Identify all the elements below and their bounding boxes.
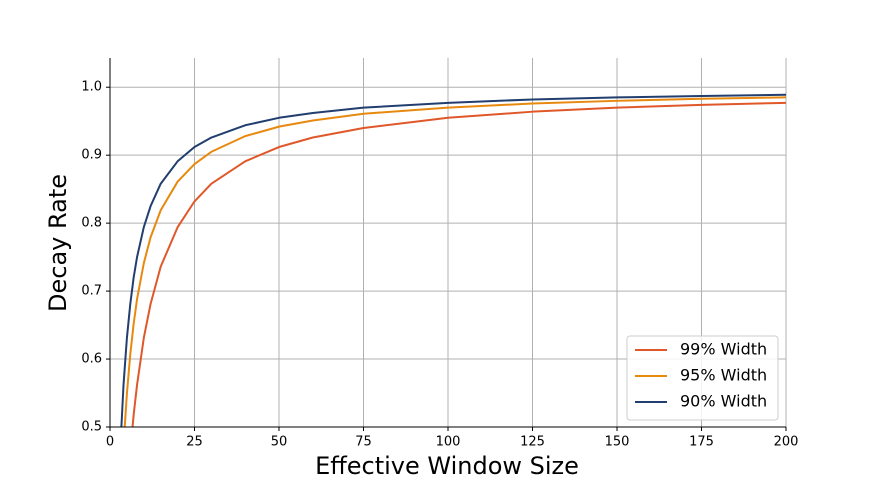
y-tick-label: 1.0 xyxy=(81,80,102,95)
x-tick-label: 175 xyxy=(689,435,714,450)
x-axis-title: Effective Window Size xyxy=(315,452,579,480)
legend-label: 90% Width xyxy=(680,392,767,411)
series-line xyxy=(131,101,786,427)
x-tick-label: 200 xyxy=(774,435,799,450)
x-tick-label: 0 xyxy=(106,435,114,450)
y-tick-label: 0.7 xyxy=(81,284,102,299)
x-tick-label: 100 xyxy=(436,435,461,450)
series-line xyxy=(123,96,786,427)
y-tick-label: 0.5 xyxy=(81,420,102,435)
y-tick-label: 0.6 xyxy=(81,352,102,367)
x-tick-label: 50 xyxy=(271,435,288,450)
plot-area xyxy=(120,93,786,427)
series-line xyxy=(120,93,786,427)
x-tick-label: 125 xyxy=(520,435,545,450)
y-tick-label: 0.8 xyxy=(81,216,102,231)
x-tick-label: 150 xyxy=(605,435,630,450)
legend-label: 99% Width xyxy=(680,340,767,359)
x-tick-label: 75 xyxy=(355,435,372,450)
ticks: 0 25 50 75 100 125 150 175 200 0.5 0.6 0.7 0.8 0.9 1.0 xyxy=(81,80,798,450)
legend-label: 95% Width xyxy=(680,366,767,385)
legend-box xyxy=(626,335,779,421)
y-tick-label: 0.9 xyxy=(81,148,102,163)
y-axis-title: Decay Rate xyxy=(44,174,72,312)
x-tick-label: 25 xyxy=(186,435,203,450)
legend: 99% Width 95% Width 90% Width xyxy=(626,335,779,421)
